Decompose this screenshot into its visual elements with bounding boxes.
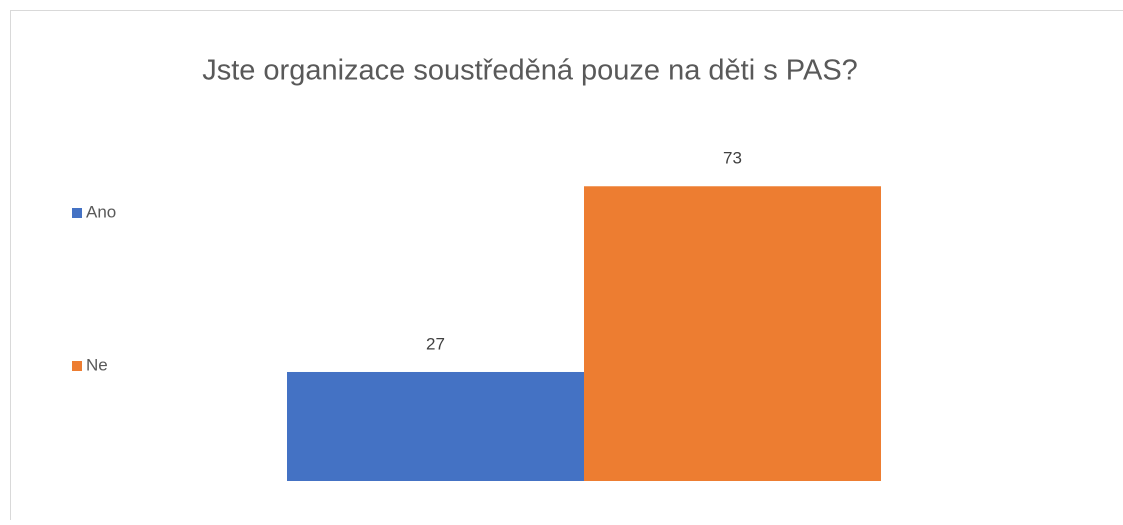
bar bbox=[287, 372, 584, 481]
data-label: 73 bbox=[723, 149, 742, 168]
bar bbox=[584, 186, 881, 481]
legend-label: Ano bbox=[86, 202, 116, 221]
legend-swatch bbox=[72, 361, 82, 371]
legend-label: Ne bbox=[86, 355, 108, 374]
legend-swatch bbox=[72, 208, 82, 218]
chart-title: Jste organizace soustředěná pouze na dět… bbox=[202, 55, 858, 87]
data-label: 27 bbox=[426, 334, 445, 353]
